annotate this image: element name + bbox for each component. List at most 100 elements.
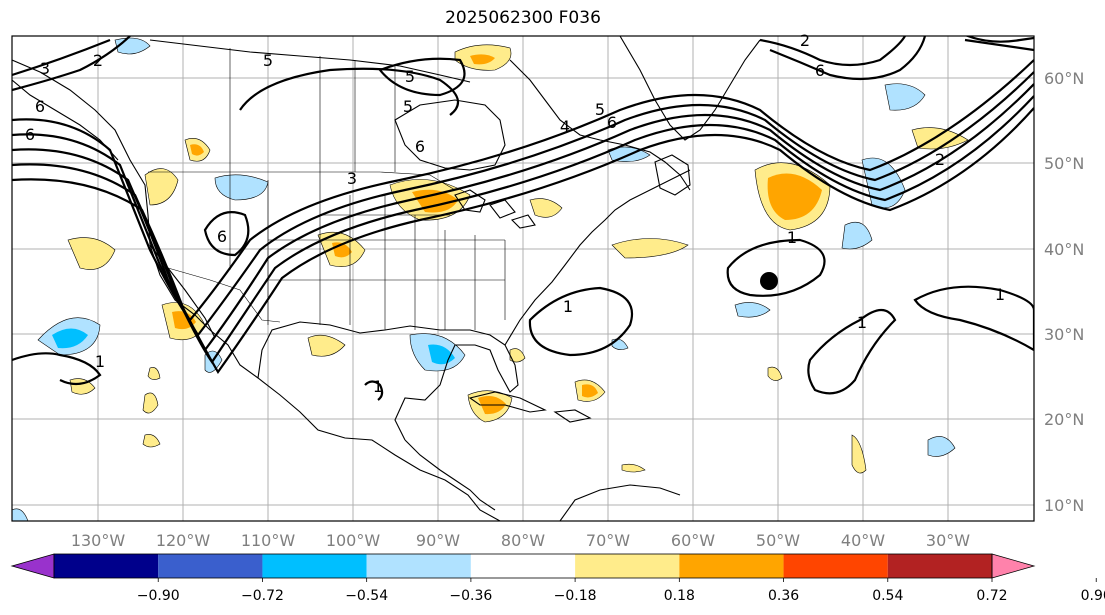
longitude-label: 60°W xyxy=(671,531,715,550)
colorbar-tick-label: −0.18 xyxy=(554,588,597,604)
longitude-label: 130°W xyxy=(71,531,126,550)
contour-label: 6 xyxy=(607,113,617,132)
negative-anomaly-area xyxy=(884,83,926,111)
latitude-label: 30°N xyxy=(1044,325,1084,344)
positive-anomaly-area xyxy=(767,173,822,220)
contour-line xyxy=(913,285,1034,352)
longitude-label: 100°W xyxy=(326,531,381,550)
contour-line xyxy=(378,57,466,97)
positive-anomaly-area xyxy=(67,237,116,270)
contour-line xyxy=(964,38,1034,52)
colorbar-segment xyxy=(366,554,471,578)
colorbar-extend-max xyxy=(991,553,1036,579)
contour-line xyxy=(964,36,1034,43)
colorbar-segment xyxy=(783,554,888,578)
latitude-label: 20°N xyxy=(1044,410,1084,429)
us-canada-border xyxy=(148,171,456,191)
longitude-label: 40°W xyxy=(841,531,885,550)
longitude-label: 110°W xyxy=(241,531,296,550)
positive-anomaly-area xyxy=(529,198,563,218)
contour-line xyxy=(726,238,826,297)
positive-anomaly-area xyxy=(307,334,346,357)
colorbar-tick-label: −0.90 xyxy=(137,588,180,604)
greenland-coast xyxy=(619,36,761,141)
contour-line xyxy=(12,71,1034,337)
contour-line xyxy=(203,211,250,257)
contour-label: 2 xyxy=(935,150,945,169)
contour-label: 6 xyxy=(25,125,35,144)
latitude-label: 50°N xyxy=(1044,154,1084,173)
contour-label: 5 xyxy=(595,100,605,119)
contour-lines xyxy=(12,36,1034,401)
negative-anomaly-area xyxy=(52,328,88,349)
newfoundland-coast xyxy=(654,154,691,196)
colorbar-tick-label: −0.54 xyxy=(345,588,388,604)
contour-label: 1 xyxy=(787,228,797,247)
colorbar-tick-label: 0.54 xyxy=(872,588,903,604)
positive-anomaly-area xyxy=(142,392,159,414)
colorbar-frame xyxy=(53,553,993,579)
contour-line xyxy=(12,59,1034,322)
longitude-label: 90°W xyxy=(416,531,460,550)
contour-label: 3 xyxy=(40,59,50,78)
positive-anomaly-area xyxy=(142,434,161,448)
contour-label: 1 xyxy=(563,297,573,316)
black-dot-marker xyxy=(760,272,778,290)
positive-anomaly-area xyxy=(767,366,783,381)
positive-anomaly-area xyxy=(412,189,458,213)
contour-line xyxy=(364,380,384,401)
contour-line xyxy=(12,352,102,386)
latitude-label: 40°N xyxy=(1044,240,1084,259)
cuba-coastline xyxy=(468,391,547,413)
contour-line xyxy=(759,36,906,67)
contour-label: 6 xyxy=(217,227,227,246)
longitude-label: 50°W xyxy=(756,531,800,550)
longitude-label: 120°W xyxy=(156,531,211,550)
colorbar-tick-label: 0.90 xyxy=(1081,588,1105,604)
colorbar-segment xyxy=(262,554,367,578)
colorbar-segment xyxy=(470,554,576,578)
positive-anomaly-area xyxy=(190,144,204,156)
north-america-coastline xyxy=(12,59,501,521)
political-borders xyxy=(148,48,506,330)
negative-anomaly-area xyxy=(214,174,269,201)
colorbar-segment xyxy=(679,554,784,578)
longitude-label: 70°W xyxy=(586,531,630,550)
latitude-label: 60°N xyxy=(1044,69,1084,88)
colorbar-ticks: −0.90 −0.72 −0.54 −0.36 −0.18 0.18 0.36 0.54 0.7… xyxy=(137,578,1105,604)
south-america-coastline xyxy=(559,484,681,521)
contour-line xyxy=(528,286,634,357)
colorbar-tick-label: 0.18 xyxy=(664,588,695,604)
contour-line xyxy=(12,83,1034,353)
negative-anomaly-area xyxy=(734,302,771,318)
map-title: 2025062300 F036 xyxy=(445,8,601,28)
colorbar-segment xyxy=(575,554,680,578)
contour-line xyxy=(12,107,1034,375)
arctic-coast xyxy=(149,39,471,83)
latitude-label: 10°N xyxy=(1044,496,1084,515)
hispaniola-coastline xyxy=(553,409,592,423)
contour-line xyxy=(769,36,927,81)
positive-anomaly-area xyxy=(611,238,689,259)
latitude-labels: 60°N 50°N 40°N 30°N 20°N 10°N xyxy=(1044,69,1084,515)
negative-anomaly-area xyxy=(12,508,29,521)
contour-label: 4 xyxy=(560,117,570,136)
contour-label: 1 xyxy=(373,377,383,396)
map-frame xyxy=(11,35,1035,522)
contour-label: 6 xyxy=(815,61,825,80)
negative-anomaly-area xyxy=(841,221,873,250)
longitude-label: 30°W xyxy=(926,531,970,550)
negative-anomaly-area xyxy=(927,436,956,457)
positive-anomaly-area xyxy=(582,384,598,398)
colorbar-segment xyxy=(158,554,263,578)
colorbar-tick-label: 0.36 xyxy=(768,588,799,604)
colorbar-extend-min xyxy=(10,553,55,579)
contour-line xyxy=(12,36,131,92)
contour-label: 5 xyxy=(263,51,273,70)
contour-label: 3 xyxy=(347,169,357,188)
positive-anomaly-area xyxy=(147,367,161,380)
contour-line xyxy=(12,38,111,77)
colorbar-segment xyxy=(54,554,159,578)
contour-label: 2 xyxy=(93,51,103,70)
